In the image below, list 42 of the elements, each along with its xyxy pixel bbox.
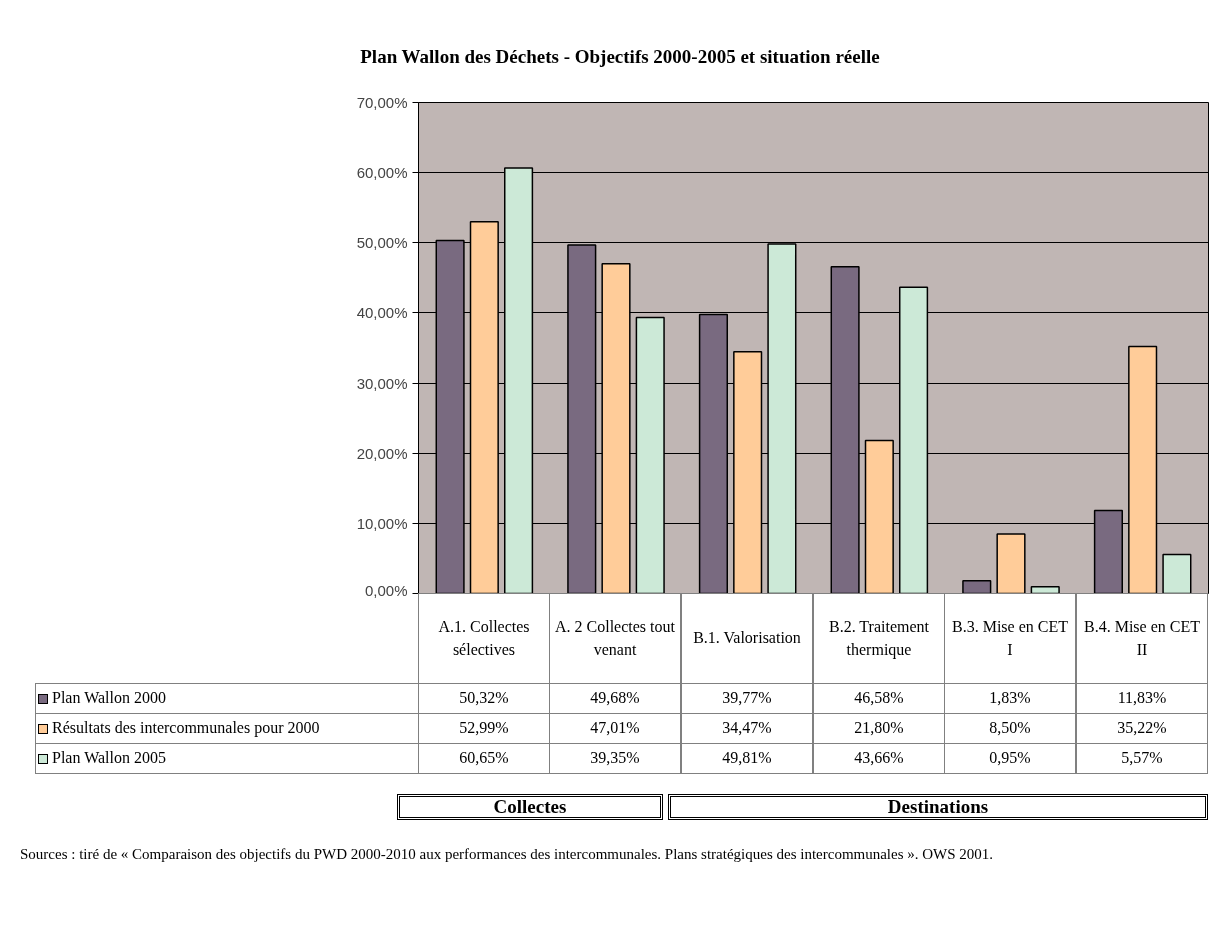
x-tick-label: A. 2 Collectes tout venant <box>554 616 676 660</box>
y-tick-label: 70,00% <box>356 94 408 111</box>
y-tick-label: 50,00% <box>356 234 408 252</box>
legend-label: Plan Wallon 2005 <box>52 748 166 769</box>
data-label: 43,66% <box>854 748 904 769</box>
data-label: 49,68% <box>590 688 640 709</box>
chart-title: Plan Wallon des Déchets - Objectifs 2000-2005 et situation réelle <box>360 45 880 70</box>
y-tick-label: 10,00% <box>356 514 408 532</box>
source-note: Sources : tiré de « Comparaison des objectifs du PWD 2000-2010 aux performances des intercommunales. Plans stratégiques des intercommunales ». OWS 2001. <box>20 845 995 864</box>
data-label: 34,47% <box>722 718 772 739</box>
data-label: 52,99% <box>459 718 509 739</box>
data-label: 5,57% <box>1121 748 1163 769</box>
data-label: 39,77% <box>722 688 772 709</box>
text: Destinations <box>887 795 989 820</box>
bar <box>996 533 1026 594</box>
y-tick-label: 60,00% <box>356 164 408 182</box>
data-label: 8,50% <box>989 718 1031 739</box>
data-label: 50,32% <box>459 688 509 709</box>
text: Collectes <box>493 795 567 820</box>
x-tick-label: B.2. Traitement thermique <box>828 616 930 661</box>
data-label: 60,65% <box>459 748 509 769</box>
x-tick-label: B.1. Valorisation <box>692 628 802 649</box>
x-tick-label: B.3. Mise en CET I <box>951 616 1069 660</box>
legend-label: Plan Wallon 2000 <box>52 688 166 709</box>
data-label: 35,22% <box>1117 718 1167 739</box>
x-tick-label: A.1. Collectes sélectives <box>437 616 531 660</box>
bar <box>1162 553 1192 594</box>
data-label: 21,80% <box>854 718 904 739</box>
data-label: 1,83% <box>989 688 1031 709</box>
data-label: 0,95% <box>989 748 1031 769</box>
data-label: 49,81% <box>722 748 772 769</box>
y-tick-label: 40,00% <box>356 304 408 322</box>
data-label: 11,83% <box>1117 688 1167 709</box>
y-tick-label: 20,00% <box>356 444 408 462</box>
y-tick-label: 0,00% <box>364 581 408 599</box>
legend-label: Résultats des intercommunales pour 2000 <box>52 718 320 739</box>
x-tick-label: B.4. Mise en CET II <box>1083 616 1201 660</box>
bar <box>962 579 992 594</box>
data-label: 39,35% <box>590 748 640 769</box>
y-tick-label: 30,00% <box>356 374 408 392</box>
data-label: 46,58% <box>854 688 904 709</box>
data-label: 47,01% <box>590 718 640 739</box>
